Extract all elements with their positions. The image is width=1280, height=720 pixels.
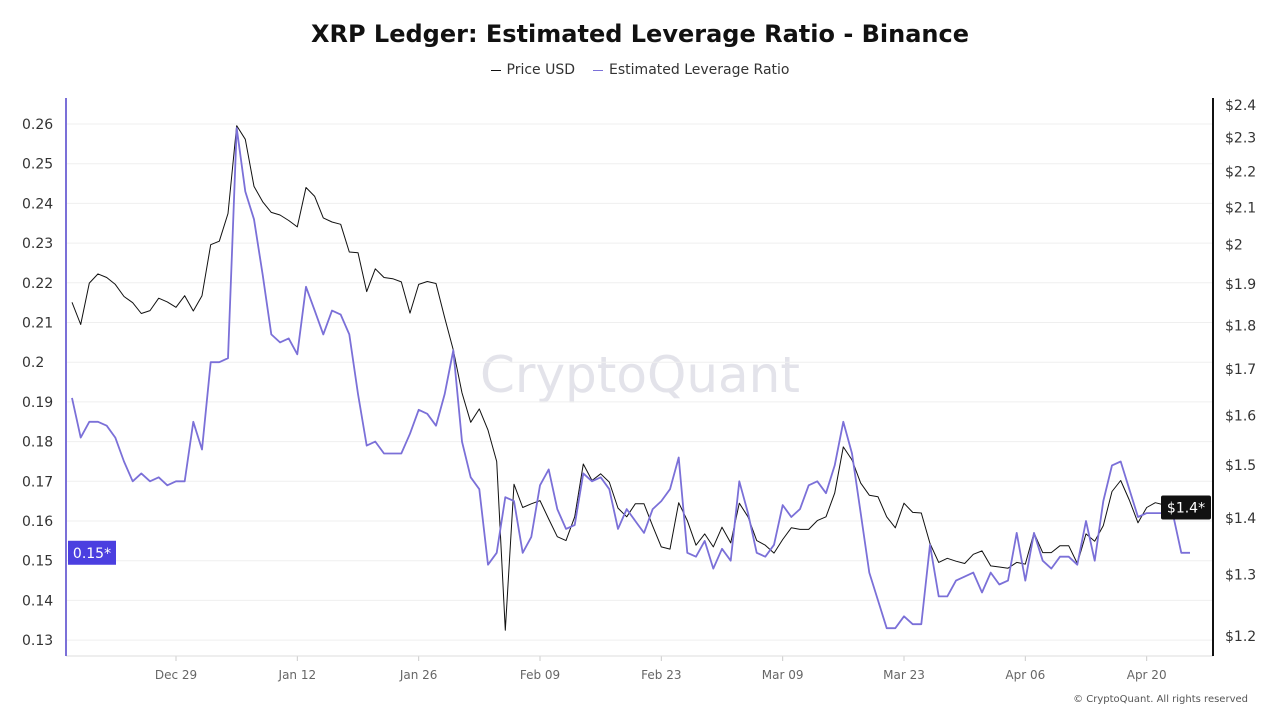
y-left-tick-label: 0.22 [22, 276, 53, 292]
y-left-tick-label: 0.16 [22, 514, 53, 530]
y-right-tick-label: $2 [1225, 238, 1243, 254]
x-tick-label: Jan 12 [278, 668, 317, 682]
y-left-tick-label: 0.19 [22, 395, 53, 411]
y-left-tick-label: 0.18 [22, 435, 53, 451]
y-left-tick-label: 0.17 [22, 474, 53, 490]
y-right-tick-label: $2.2 [1225, 165, 1256, 181]
y-left-tick-label: 0.15 [22, 554, 53, 570]
price-last-value-badge: $1.4* [1161, 495, 1211, 520]
x-tick-label: Apr 06 [1005, 668, 1045, 682]
y-right-tick-label: $1.2 [1225, 629, 1256, 645]
badge-label: 0.15* [73, 546, 111, 562]
y-right-tick-label: $1.3 [1225, 568, 1256, 584]
x-tick-label: Feb 23 [641, 668, 681, 682]
x-tick-label: Mar 23 [883, 668, 925, 682]
x-tick-label: Jan 26 [399, 668, 438, 682]
y-left-tick-label: 0.14 [22, 593, 53, 609]
y-left-tick-label: 0.24 [22, 196, 53, 212]
legend-item-leverage[interactable]: Estimated Leverage Ratio [593, 62, 790, 78]
y-left-tick-label: 0.21 [22, 316, 53, 332]
badge-bg [68, 540, 116, 565]
y-right-tick-label: $1.5 [1225, 458, 1256, 474]
y-left-tick-label: 0.26 [22, 117, 53, 133]
y-right-tick-label: $2.4 [1225, 98, 1256, 114]
y-right-tick-label: $2.3 [1225, 131, 1256, 147]
y-right-tick-label: $1.8 [1225, 318, 1256, 334]
y-right-tick-label: $1.7 [1225, 362, 1256, 378]
leverage-last-value-badge: 0.15* [68, 540, 116, 565]
badge-bg [1161, 495, 1211, 520]
legend-label-leverage: Estimated Leverage Ratio [609, 62, 790, 78]
x-tick-label: Dec 29 [155, 668, 197, 682]
y-right-tick-label: $1.9 [1225, 277, 1256, 293]
watermark: CryptoQuant [480, 346, 800, 404]
y-left-tick-label: 0.2 [22, 355, 44, 371]
price-usd-line [71, 125, 1191, 631]
legend: Price USD Estimated Leverage Ratio [0, 62, 1280, 78]
badge-label: $1.4* [1167, 501, 1205, 517]
y-left-tick-label: 0.13 [22, 633, 53, 649]
y-right-tick-label: $1.4 [1225, 511, 1256, 527]
x-tick-label: Feb 09 [520, 668, 560, 682]
legend-label-price: Price USD [506, 62, 576, 78]
chart-title: XRP Ledger: Estimated Leverage Ratio - B… [310, 20, 970, 48]
estimated-leverage-ratio-line [71, 127, 1190, 630]
legend-swatch-price [490, 69, 501, 71]
x-tick-label: Mar 09 [762, 668, 804, 682]
legend-swatch-leverage [593, 69, 604, 71]
y-right-tick-label: $2.1 [1225, 200, 1256, 216]
y-left-tick-label: 0.23 [22, 236, 53, 252]
legend-item-price[interactable]: Price USD [490, 62, 576, 78]
y-left-tick-label: 0.25 [22, 157, 53, 173]
copyright: © CryptoQuant. All rights reserved [1073, 694, 1248, 705]
x-tick-label: Apr 20 [1127, 668, 1167, 682]
y-right-tick-label: $1.6 [1225, 409, 1256, 425]
